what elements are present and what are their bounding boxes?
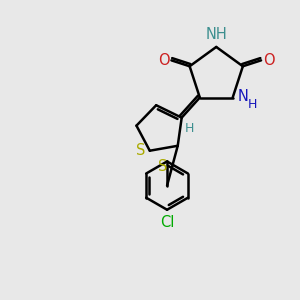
Text: Cl: Cl xyxy=(160,215,174,230)
Text: N: N xyxy=(238,89,249,104)
Text: S: S xyxy=(158,159,168,174)
Text: O: O xyxy=(263,53,274,68)
Text: O: O xyxy=(158,53,170,68)
Text: H: H xyxy=(185,122,195,135)
Text: NH: NH xyxy=(206,27,227,42)
Text: S: S xyxy=(136,143,146,158)
Text: H: H xyxy=(248,98,257,110)
